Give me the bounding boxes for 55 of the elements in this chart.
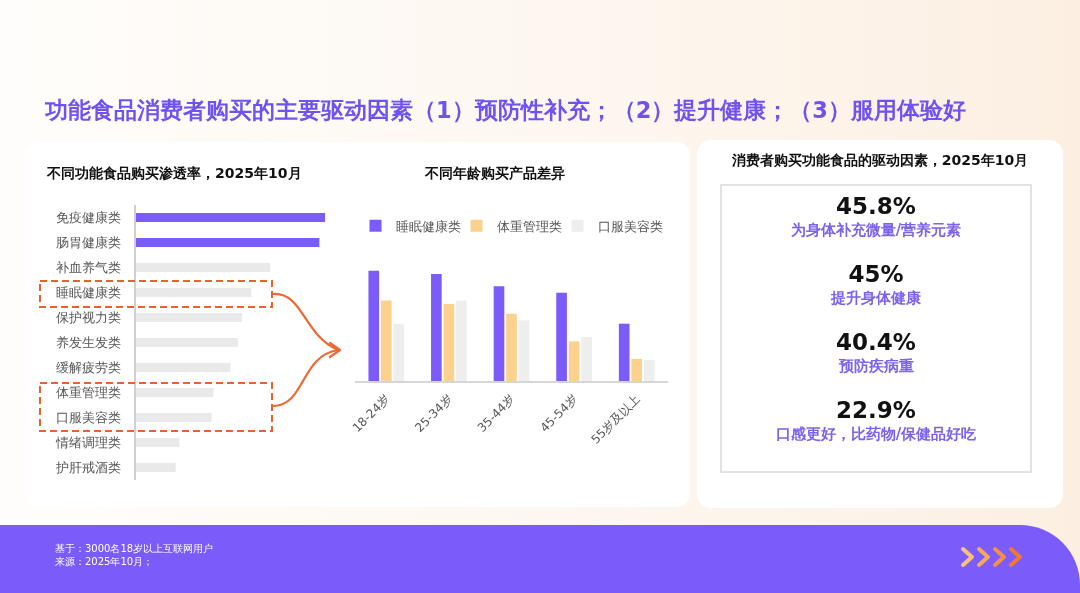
bar [136, 288, 252, 297]
y-tick-label: 缓解疲劳类 [56, 360, 122, 376]
bar [368, 270, 380, 381]
bar [136, 388, 214, 397]
bar [518, 320, 530, 381]
y-tick-label: 保护视力类 [56, 310, 122, 326]
text: 功能食品消费者购买的主要驱动因素（1）预防性补充；（2）提升健康；（3）服用体验好 [45, 96, 966, 125]
bar [443, 303, 455, 381]
y-tick-label: 肠胃健康类 [56, 235, 122, 251]
y-tick-label: 体重管理类 [56, 385, 122, 401]
text: 提升身体健康 [830, 288, 922, 308]
text: 为身体补充微量/营养元素 [789, 220, 963, 240]
bar [618, 323, 630, 381]
text: 预防疾病重 [837, 356, 915, 376]
legend-label: 体重管理类 [496, 218, 562, 234]
text: 22.9% [835, 396, 917, 424]
y-tick-label: 补血养气类 [56, 260, 122, 276]
bar [136, 438, 180, 447]
bar [643, 360, 655, 381]
source-note: 来源：2025年10月； [55, 555, 155, 568]
y-tick-label: 口服美容类 [56, 410, 122, 426]
bar [393, 323, 405, 381]
y-tick-label: 养发生发类 [56, 335, 122, 351]
x-tick-label: 55岁及以上 [588, 391, 644, 447]
chart-title: 不同功能食品购买渗透率，2025年10月 [46, 164, 302, 181]
y-tick-label: 睡眠健康类 [56, 285, 122, 301]
bar [136, 363, 231, 372]
bar [136, 213, 326, 222]
text: 45.8% [835, 192, 917, 220]
bar [581, 336, 592, 381]
y-tick-label: 护肝戒酒类 [55, 460, 122, 476]
bar [456, 300, 467, 381]
text: 45% [847, 260, 905, 288]
bar [136, 263, 271, 272]
bar [136, 313, 242, 322]
text: 基于：3000名18岁以上互联网用户 [55, 542, 214, 555]
bar [493, 286, 505, 381]
y-tick-label: 情绪调理类 [55, 435, 122, 451]
bar [380, 300, 392, 381]
bar [506, 313, 517, 381]
bar [568, 341, 580, 381]
bar [136, 238, 320, 247]
bar [556, 292, 567, 381]
bar [136, 463, 176, 472]
text: 消费者购买功能食品的驱动因素，2025年10月 [730, 152, 1030, 170]
bar [136, 338, 239, 347]
bar [631, 358, 643, 381]
legend-label: 睡眠健康类 [395, 218, 461, 234]
chart-title: 不同年龄购买产品差异 [424, 164, 566, 181]
text: 口感更好，比药物/保健品好吃 [774, 424, 978, 444]
legend-label: 口服美容类 [597, 218, 663, 234]
bar [431, 274, 442, 381]
text: 40.4% [835, 328, 917, 356]
bar [136, 413, 212, 422]
y-tick-label: 免疫健康类 [56, 210, 122, 226]
